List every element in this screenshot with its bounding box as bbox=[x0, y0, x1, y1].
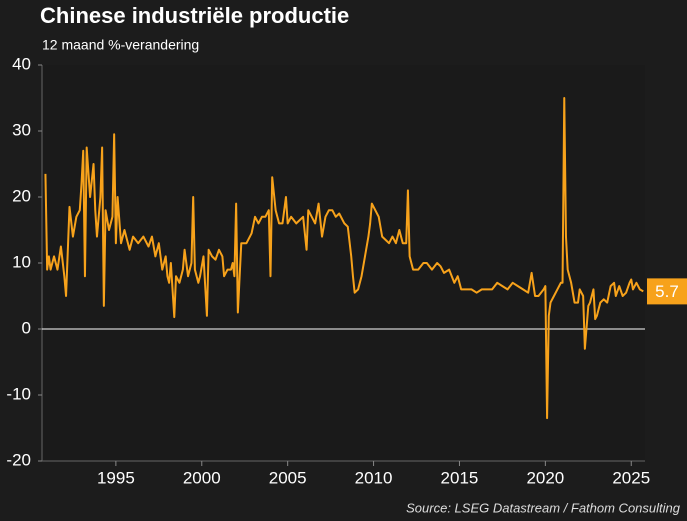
x-tick-label: 2010 bbox=[355, 468, 393, 487]
chart-subtitle: 12 maand %-verandering bbox=[42, 37, 199, 53]
plot-area bbox=[42, 65, 645, 461]
x-tick-label: 2020 bbox=[526, 468, 564, 487]
x-tick-label: 2005 bbox=[269, 468, 307, 487]
x-tick-label: 2025 bbox=[612, 468, 650, 487]
x-tick-label: 1995 bbox=[97, 468, 135, 487]
y-tick-label: 40 bbox=[12, 54, 31, 73]
chart-title: Chinese industriële productie bbox=[40, 3, 349, 28]
end-label: 5.7 bbox=[655, 282, 679, 301]
y-tick-label: 10 bbox=[12, 252, 31, 271]
y-tick-label: 20 bbox=[12, 186, 31, 205]
x-tick-label: 2000 bbox=[183, 468, 221, 487]
line-series bbox=[44, 97, 644, 420]
end-label-box bbox=[647, 278, 687, 305]
x-tick-label: 2015 bbox=[441, 468, 479, 487]
source: Source: LSEG Datastream / Fathom Consult… bbox=[406, 500, 681, 515]
y-tick-label: -10 bbox=[6, 384, 31, 403]
y-tick-label: 30 bbox=[12, 120, 31, 139]
y-tick-label: 0 bbox=[22, 318, 31, 337]
y-tick-label: -20 bbox=[6, 450, 31, 469]
